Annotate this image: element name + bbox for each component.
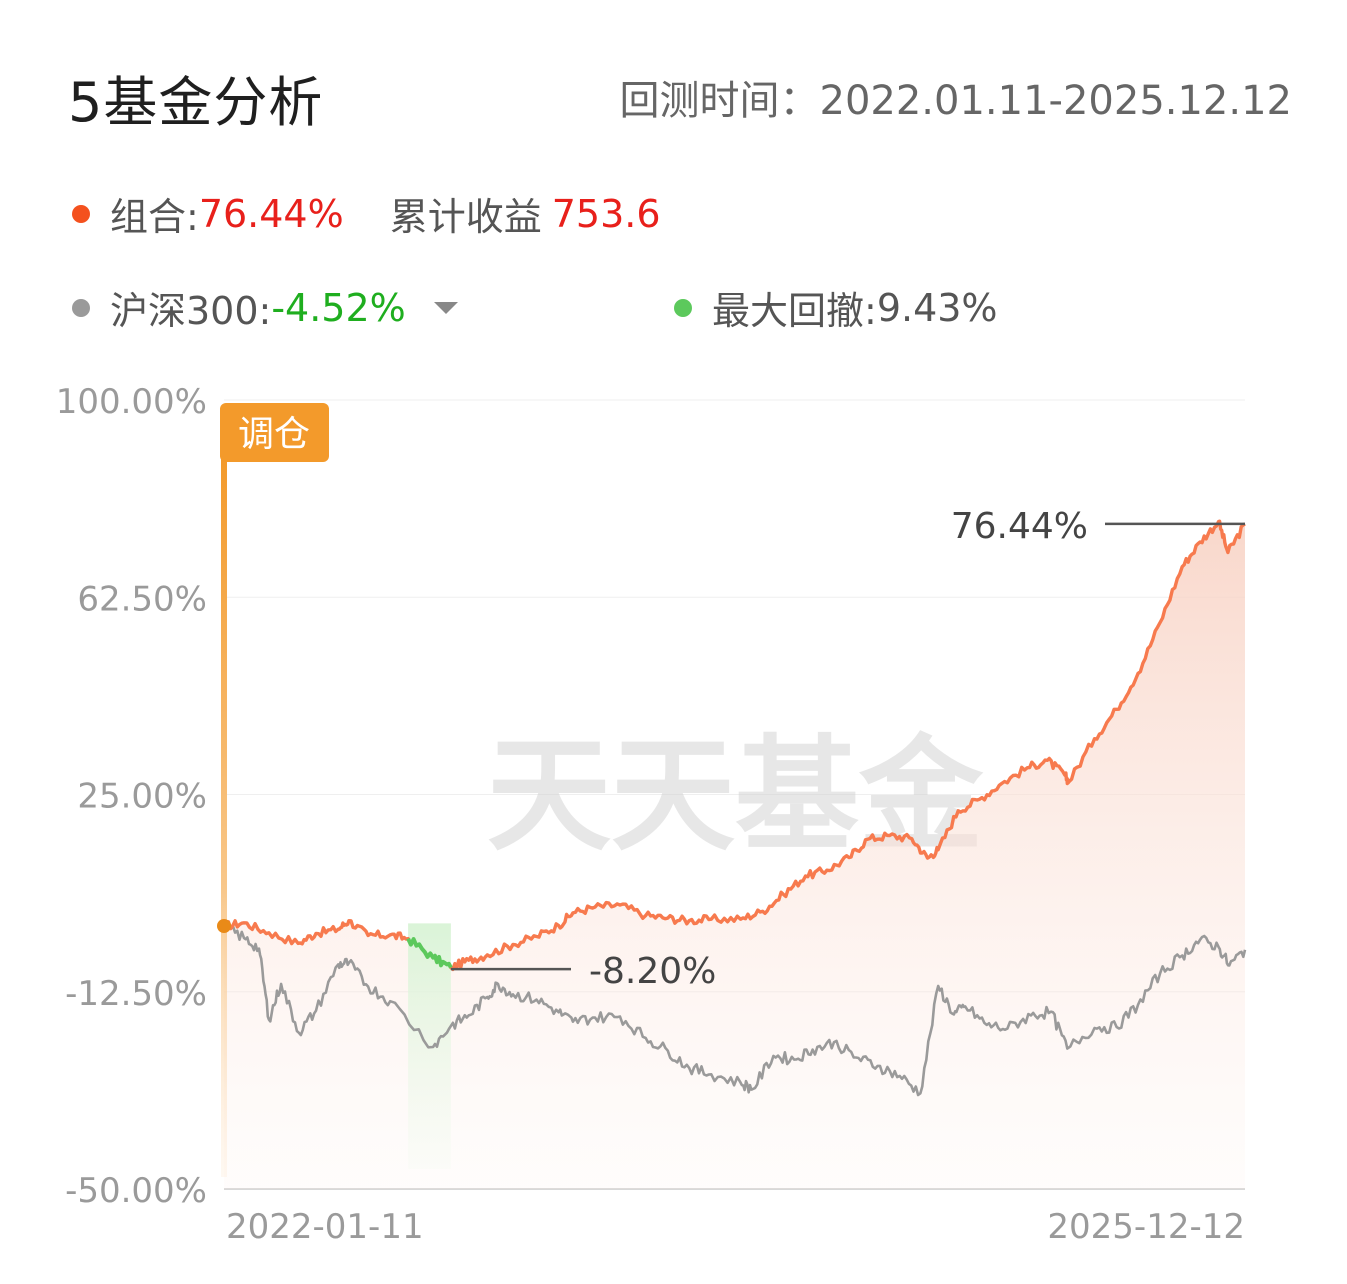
- benchmark-value: -4.52%: [271, 285, 406, 330]
- series-line-portfolio: [222, 519, 1246, 972]
- series-line-benchmark: [222, 921, 1247, 1097]
- drawdown-value: 9.43%: [876, 285, 998, 330]
- portfolio-value: 76.44%: [198, 191, 344, 236]
- series-line-drawdown: [406, 937, 453, 969]
- rebalance-dot: [217, 919, 231, 933]
- y-axis-ticks: 100.00% 62.50% 25.00% -12.50% -50.00%: [56, 382, 207, 1211]
- cumulative-label: 累计收益: [389, 195, 542, 239]
- drawdown-label: 最大回撤:: [712, 289, 877, 333]
- portfolio-label: 组合:: [110, 195, 199, 239]
- y-tick-label: 100.00%: [56, 382, 207, 422]
- backtest-period: 回测时间：2022.01.11-2025.12.12: [619, 78, 1292, 124]
- x-tick-label: 2025-12-12: [1047, 1207, 1245, 1247]
- page-title: 5基金分析: [68, 71, 324, 134]
- annotation-label-min: -8.20%: [589, 951, 716, 992]
- y-tick-label: -50.00%: [65, 1171, 207, 1211]
- legend-row-benchmark[interactable]: 沪深300: -4.52%: [72, 280, 458, 335]
- rebalance-badge-label: 调仓: [238, 414, 310, 455]
- annotations: 76.44% -8.20%: [450, 506, 1245, 992]
- legend-row-drawdown: 最大回撤: 9.43%: [674, 280, 998, 335]
- cumulative-value: 753.6: [551, 191, 661, 236]
- plot-area: [217, 455, 1247, 1189]
- x-axis-ticks: 2022-01-11 2025-12-12: [226, 1207, 1245, 1247]
- benchmark-label: 沪深300:: [110, 289, 272, 333]
- y-tick-label: -12.50%: [65, 974, 207, 1014]
- y-tick-label: 25.00%: [77, 777, 207, 817]
- dropdown-caret-icon[interactable]: [433, 301, 458, 314]
- x-tick-label: 2022-01-11: [226, 1207, 424, 1247]
- rebalance-badge[interactable]: [220, 403, 329, 462]
- portfolio-dot-icon: [72, 204, 90, 223]
- benchmark-dot-icon: [72, 298, 90, 317]
- y-tick-label: 62.50%: [77, 579, 207, 619]
- annotation-label-max: 76.44%: [951, 506, 1088, 547]
- rebalance-marker[interactable]: 调仓: [220, 403, 329, 462]
- rebalance-line: [221, 455, 227, 1177]
- legend-row-portfolio: 组合: 76.44% 累计收益 753.6: [72, 186, 661, 241]
- portfolio-area: [224, 521, 1245, 1189]
- drawdown-dot-icon: [674, 298, 692, 317]
